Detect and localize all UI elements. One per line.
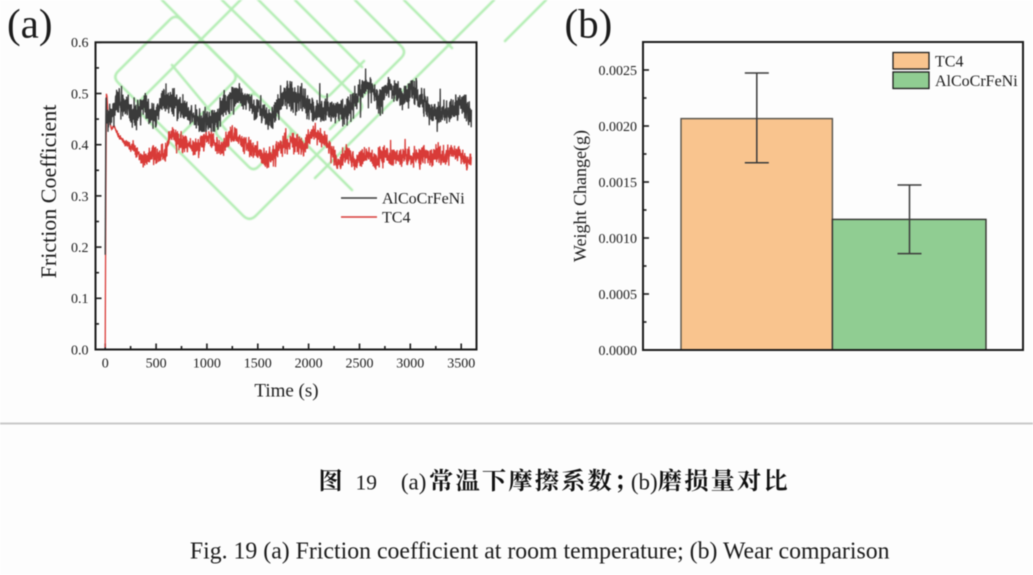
svg-text:0.0025: 0.0025 xyxy=(599,64,638,79)
svg-text:500: 500 xyxy=(146,357,167,372)
svg-text:2000: 2000 xyxy=(295,357,323,372)
svg-text:1500: 1500 xyxy=(244,357,272,372)
svg-text:3000: 3000 xyxy=(396,357,424,372)
svg-text:3500: 3500 xyxy=(447,357,475,372)
svg-text:AlCoCrFeNi: AlCoCrFeNi xyxy=(382,191,465,208)
svg-text:TC4: TC4 xyxy=(935,53,963,70)
svg-text:0: 0 xyxy=(102,357,109,372)
svg-text:19: 19 xyxy=(356,471,378,495)
svg-text:(a): (a) xyxy=(401,470,427,495)
svg-text:0.0010: 0.0010 xyxy=(599,232,638,247)
svg-text:Fig. 19 (a) Friction coefficie: Fig. 19 (a) Friction coefficient at room… xyxy=(190,539,890,565)
svg-text:0.0015: 0.0015 xyxy=(599,176,638,191)
svg-text:0.0005: 0.0005 xyxy=(599,288,638,303)
svg-text:TC4: TC4 xyxy=(382,210,410,227)
svg-text:0.6: 0.6 xyxy=(71,36,89,51)
svg-text:0.0: 0.0 xyxy=(71,343,89,358)
svg-text:AlCoCrFeNi: AlCoCrFeNi xyxy=(935,73,1018,90)
svg-text:(b): (b) xyxy=(631,470,658,495)
svg-text:Weight Change(g): Weight Change(g) xyxy=(570,130,591,262)
svg-text:0.5: 0.5 xyxy=(71,87,89,102)
svg-text:0.0020: 0.0020 xyxy=(599,120,638,135)
svg-text:Time (s): Time (s) xyxy=(254,381,318,402)
svg-text:0.1: 0.1 xyxy=(71,292,89,307)
svg-text:2500: 2500 xyxy=(346,357,374,372)
svg-text:0.0000: 0.0000 xyxy=(599,344,638,359)
svg-text:(b): (b) xyxy=(565,1,613,47)
svg-text:Friction Coefficient: Friction Coefficient xyxy=(36,105,61,279)
svg-text:1000: 1000 xyxy=(193,357,221,372)
svg-text:0.3: 0.3 xyxy=(71,190,89,205)
svg-text:(a): (a) xyxy=(7,1,53,47)
svg-text:0.2: 0.2 xyxy=(71,241,89,256)
svg-text:0.4: 0.4 xyxy=(71,139,89,154)
